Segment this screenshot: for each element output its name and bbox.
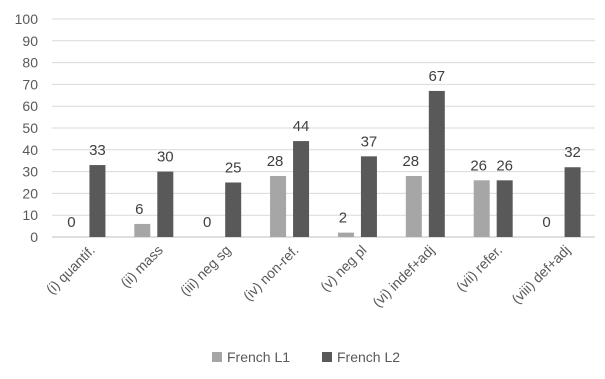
bar-french-l1 — [473, 180, 490, 237]
bar-french-l2 — [496, 180, 513, 237]
data-label: 33 — [89, 142, 106, 159]
x-tick-label: (iii) neg sg — [177, 242, 234, 299]
y-tick-label: 60 — [22, 98, 38, 114]
bar-french-l2 — [225, 182, 242, 237]
x-tick-label: (v) neg pl — [317, 242, 370, 295]
x-tick-label: (vi) indef+adj — [369, 242, 437, 310]
data-label: 6 — [135, 201, 143, 218]
bar-french-l1 — [270, 175, 287, 237]
data-label: 37 — [361, 133, 378, 150]
x-tick-label: (vii) refer. — [453, 242, 506, 295]
legend-swatch — [322, 352, 332, 362]
data-label: 0 — [203, 214, 211, 231]
data-label: 25 — [225, 160, 242, 177]
bar-french-l1 — [134, 223, 151, 237]
data-label: 28 — [402, 153, 419, 170]
y-tick-label: 100 — [15, 11, 39, 27]
x-tick-label: (ii) mass — [117, 242, 166, 291]
data-label: 2 — [339, 210, 347, 227]
y-tick-label: 80 — [22, 55, 38, 71]
data-labels: 0 33 6 30 0 25 28 44 2 37 28 67 26 26 0 32 — [67, 68, 581, 231]
bar-french-l2 — [564, 167, 581, 237]
y-tick-label: 30 — [22, 164, 38, 180]
bars — [89, 90, 581, 237]
x-tick-label: (iv) non-ref. — [240, 242, 302, 304]
x-tick-label: (i) quantif. — [43, 242, 98, 297]
legend-item-french-l2: French L2 — [322, 349, 400, 365]
y-tick-label: 90 — [22, 33, 38, 49]
legend-label: French L2 — [337, 349, 400, 365]
data-label: 26 — [470, 157, 487, 174]
bar-french-l2 — [89, 165, 106, 237]
y-tick-label: 40 — [22, 142, 38, 158]
bar-french-l1 — [337, 232, 354, 237]
data-label: 0 — [67, 214, 75, 231]
y-tick-label: 70 — [22, 76, 38, 92]
bar-french-l2 — [293, 141, 310, 237]
x-tick-label: (viii) def+adj — [508, 242, 573, 307]
y-tick-label: 0 — [30, 229, 38, 245]
y-axis-tick-labels: 0 10 20 30 40 50 60 70 80 90 100 — [15, 11, 39, 245]
data-label: 32 — [564, 144, 581, 161]
y-tick-label: 10 — [22, 207, 38, 223]
bar-french-l1 — [405, 175, 422, 237]
data-label: 0 — [542, 214, 550, 231]
x-axis-tick-labels: (i) quantif. (ii) mass (iii) neg sg (iv) no… — [43, 242, 573, 310]
data-label: 26 — [496, 157, 513, 174]
y-tick-label: 50 — [22, 120, 38, 136]
bar-french-l2 — [428, 90, 445, 237]
data-label: 28 — [267, 153, 284, 170]
gridlines — [52, 18, 595, 238]
bar-french-l2 — [157, 171, 174, 237]
legend: French L1 French L2 — [212, 349, 400, 365]
data-label: 44 — [293, 118, 310, 135]
legend-swatch — [212, 352, 222, 362]
y-tick-label: 20 — [22, 185, 38, 201]
data-label: 67 — [428, 68, 445, 85]
legend-label: French L1 — [227, 349, 290, 365]
data-label: 30 — [157, 149, 174, 166]
bar-french-l2 — [360, 156, 377, 237]
legend-item-french-l1: French L1 — [212, 349, 290, 365]
